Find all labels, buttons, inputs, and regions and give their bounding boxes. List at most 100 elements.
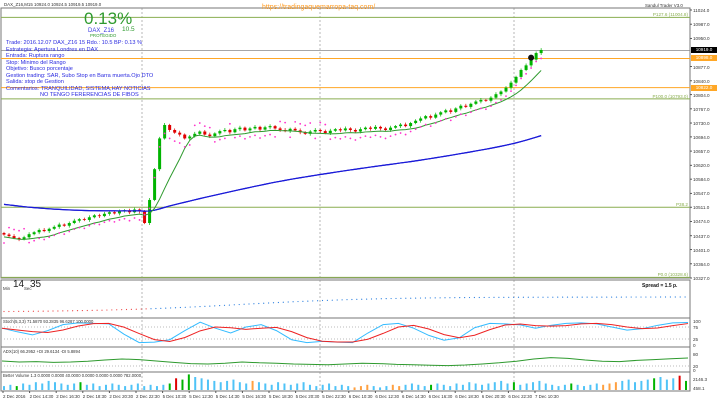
volume-bar xyxy=(187,374,190,390)
volume-bar xyxy=(226,380,229,390)
volume-bar xyxy=(308,384,311,390)
volume-bar xyxy=(493,382,496,390)
candle-body xyxy=(243,127,247,131)
spread-dot xyxy=(321,299,324,302)
volume-bar xyxy=(640,380,643,390)
candle-body xyxy=(484,99,488,101)
volume-bar xyxy=(79,382,82,390)
spread-dot xyxy=(189,306,191,308)
watermark-url[interactable]: https://tradingaquemarropa-taq.com/ xyxy=(262,4,376,11)
volume-bar xyxy=(481,384,484,390)
spread-dot xyxy=(233,304,235,306)
parabolic-sar-dot xyxy=(208,126,211,129)
volume-bar xyxy=(461,384,464,390)
x-tick-label: 5 Dec 14:30 xyxy=(215,394,240,399)
spread-dot xyxy=(130,308,132,310)
parabolic-sar-dot xyxy=(374,134,377,137)
volume-bar xyxy=(359,386,362,390)
spread-dot xyxy=(76,310,79,312)
candle-body xyxy=(27,234,31,238)
parabolic-sar-dot xyxy=(364,135,367,138)
spread-dot xyxy=(517,296,520,298)
spread-dot xyxy=(184,306,186,308)
volume-bar xyxy=(512,382,515,390)
volume-bar xyxy=(213,380,216,390)
candle-body xyxy=(218,131,222,134)
volume-bar xyxy=(245,383,248,390)
candle-body xyxy=(112,212,116,214)
x-tick-label: 6 Dec 18:30 xyxy=(455,394,479,399)
volume-bar xyxy=(385,386,388,390)
spread-dot xyxy=(135,308,137,310)
spread-dot xyxy=(459,297,461,299)
volume-bar xyxy=(551,384,554,390)
parabolic-sar-dot xyxy=(128,219,131,222)
fib-level-label: P38.2 xyxy=(675,202,688,208)
candle-body xyxy=(318,129,322,132)
candle-body xyxy=(288,128,292,132)
parabolic-sar-dot xyxy=(113,220,116,223)
spread-dot xyxy=(591,296,593,298)
volume-bar xyxy=(340,384,343,390)
volume-bar xyxy=(162,384,165,390)
spread-dot xyxy=(312,300,314,302)
candle-body xyxy=(454,108,458,112)
slow-moving-average xyxy=(3,135,542,212)
parabolic-sar-dot xyxy=(510,90,512,93)
spread-dot xyxy=(375,298,377,300)
spread-dot xyxy=(8,310,10,313)
spread-dot xyxy=(160,307,162,309)
candle-body xyxy=(173,129,177,133)
candle-body xyxy=(17,238,21,240)
volume-bar xyxy=(238,382,241,390)
volume-label: Better Volume 1.3 0.0000 0.0000 40.0000 … xyxy=(3,373,142,378)
spread-dot xyxy=(223,304,226,306)
candle-body xyxy=(389,127,393,130)
parabolic-sar-dot xyxy=(309,122,312,124)
spread-dot xyxy=(174,307,177,309)
y-tick-label: 10401.0 xyxy=(693,247,710,253)
candle-body xyxy=(469,103,473,107)
parabolic-sar-dot xyxy=(495,101,497,104)
volume-bar xyxy=(124,386,127,390)
volume-bar xyxy=(232,379,235,390)
parabolic-sar-dot xyxy=(444,117,447,120)
parabolic-sar-dot xyxy=(439,119,442,122)
parabolic-sar-dot xyxy=(329,138,332,141)
spread-dot xyxy=(650,296,652,298)
candle-body xyxy=(47,228,51,232)
timer-sec-label: Sec xyxy=(24,286,32,291)
volume-bar xyxy=(136,383,139,390)
parabolic-sar-dot xyxy=(324,123,327,126)
candle-body xyxy=(399,124,403,127)
trade-info-line: Gestion trading: SAR, Subo Stop en Barra… xyxy=(6,72,154,79)
parabolic-sar-dot xyxy=(535,60,538,63)
volume-bar xyxy=(296,383,299,390)
trade-note: NO TENGO FERERENCIAS DE FIBOS xyxy=(40,92,139,98)
volume-bar xyxy=(391,384,394,390)
spread-dot xyxy=(571,296,574,298)
y-tick-label: 10437.0 xyxy=(693,233,710,239)
spread-dot xyxy=(405,297,407,299)
parabolic-sar-dot xyxy=(379,135,382,138)
trade-info-line: Salida: stop de Gestion xyxy=(6,79,64,85)
x-tick-label: 6 Dec 14:30 xyxy=(402,394,426,399)
spread-dot xyxy=(434,297,436,299)
parabolic-sar-dot xyxy=(429,125,432,128)
volume-bar xyxy=(544,383,547,390)
spread-dot xyxy=(336,299,338,301)
candle-body xyxy=(429,116,433,118)
spread-dot xyxy=(620,296,623,298)
parabolic-sar-dot xyxy=(3,242,5,244)
candle-body xyxy=(474,101,478,104)
candle-body xyxy=(87,217,91,220)
spread-dot xyxy=(361,298,363,300)
x-tick-label: 6 Dec 10:30 xyxy=(348,394,373,399)
volume-bar xyxy=(270,384,273,390)
spread-dot xyxy=(370,298,373,300)
volume-bar xyxy=(130,384,133,390)
volume-bar xyxy=(410,383,413,390)
volume-bar xyxy=(28,384,31,390)
volume-bar xyxy=(206,379,209,390)
